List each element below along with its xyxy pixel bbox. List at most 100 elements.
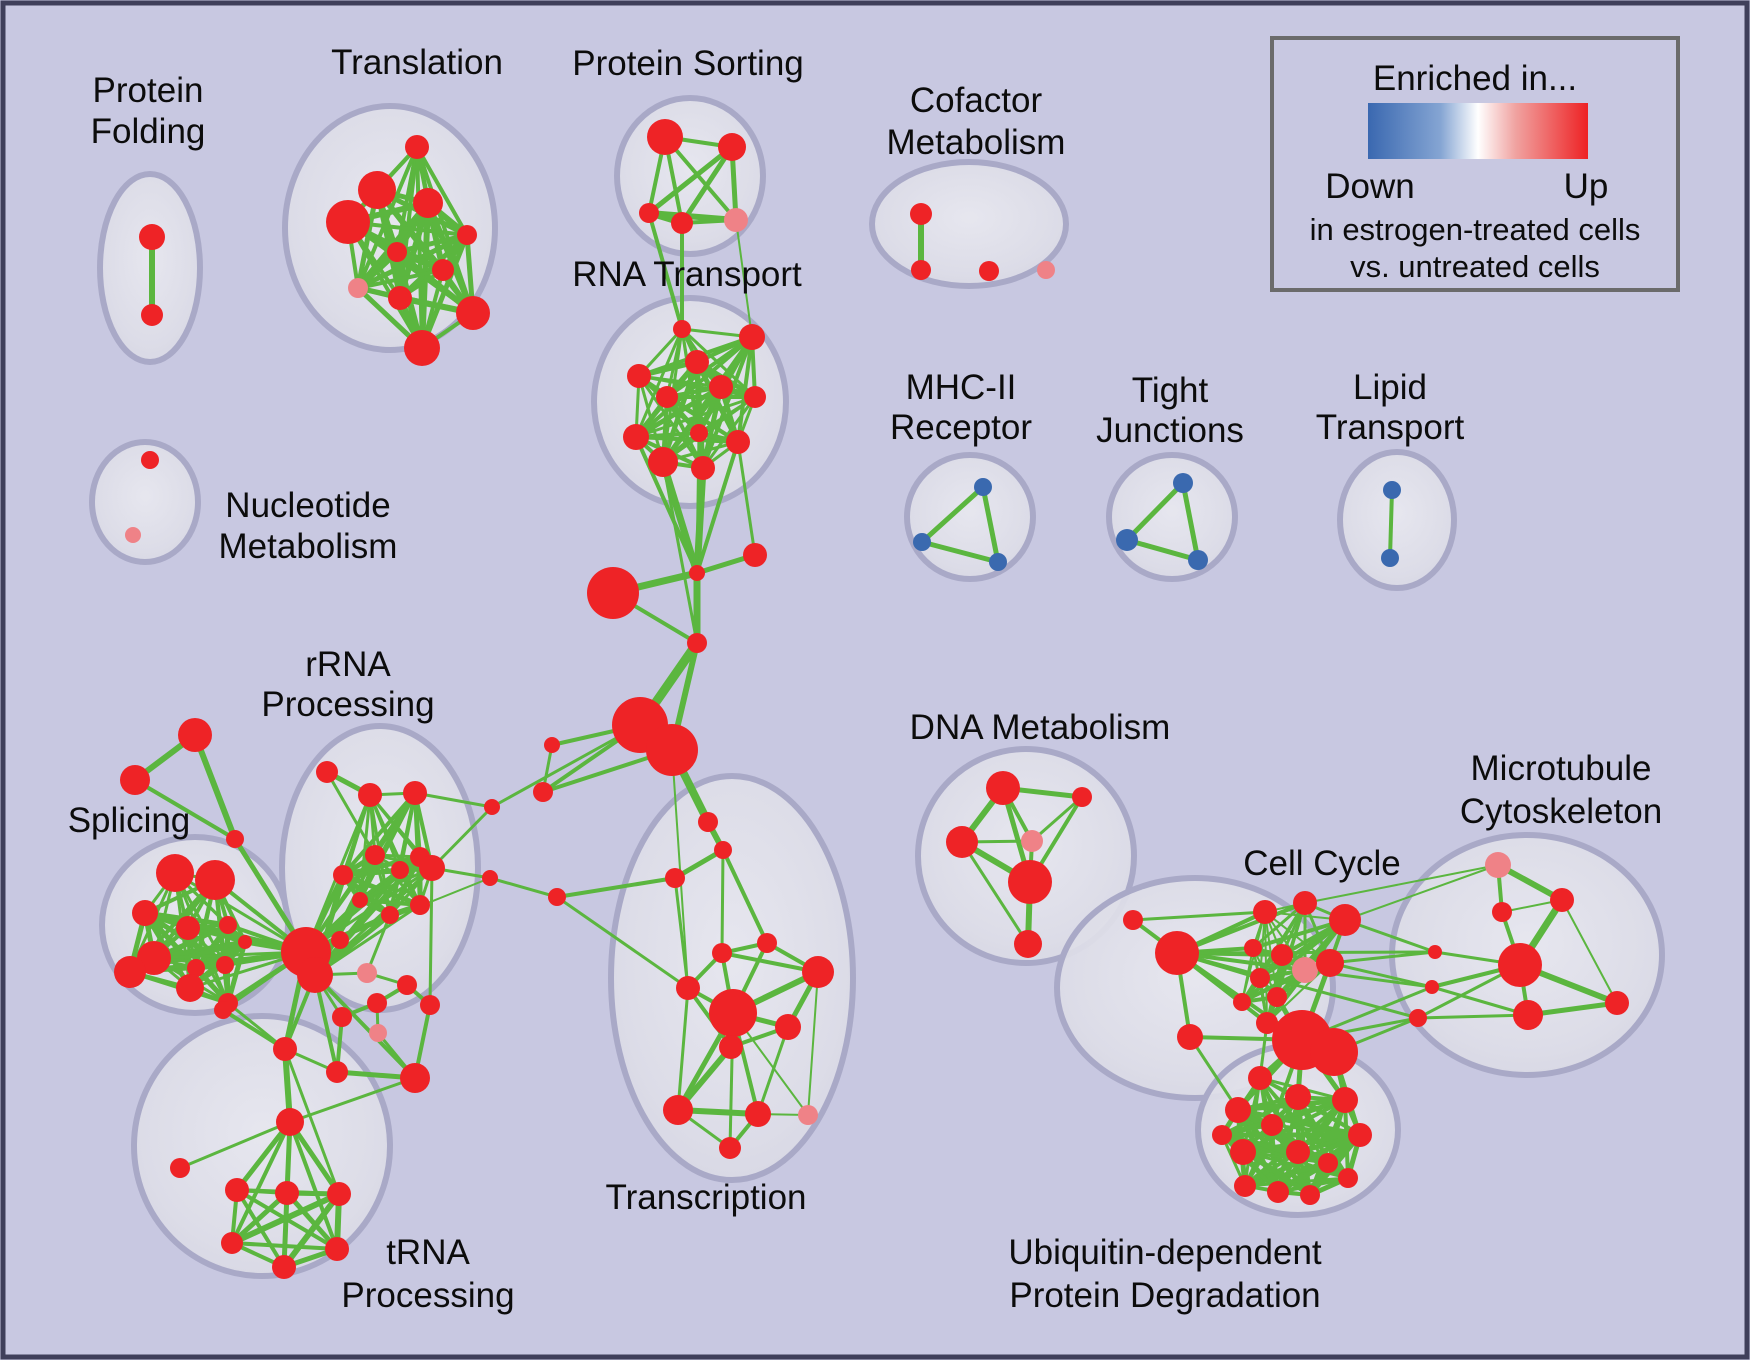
network-node-cc14 xyxy=(1177,1024,1203,1050)
network-node-u2 xyxy=(1285,1084,1311,1110)
network-node-h13 xyxy=(484,799,500,815)
cluster-label-microtubule-cytoskeleton: Microtubule xyxy=(1471,749,1652,788)
network-node-rr12 xyxy=(331,931,349,949)
network-node-tc4 xyxy=(802,956,834,988)
network-node-mt5 xyxy=(1513,1000,1543,1030)
network-node-u5 xyxy=(1332,1087,1358,1113)
network-edge xyxy=(230,1120,292,1245)
legend-box xyxy=(1270,36,1680,292)
network-node-h2 xyxy=(743,543,767,567)
cluster-ellipse-nucleotide-metabolism xyxy=(89,439,201,565)
network-edge xyxy=(1243,1076,1262,1188)
network-edge xyxy=(1304,864,1499,904)
network-node-cc10 xyxy=(1250,968,1270,988)
network-node-h14 xyxy=(482,870,498,886)
network-edge xyxy=(634,435,699,575)
network-edge xyxy=(490,723,642,809)
network-node-h11 xyxy=(665,868,685,888)
network-edge xyxy=(919,539,1001,565)
network-node-l2 xyxy=(1381,549,1399,567)
network-node-sp9 xyxy=(187,959,205,977)
network-edge xyxy=(555,895,690,990)
network-node-t3 xyxy=(413,188,443,218)
cluster-label-protein-folding: Protein xyxy=(93,71,204,110)
network-node-sp2 xyxy=(195,860,235,900)
network-edge xyxy=(287,1119,342,1197)
network-edge xyxy=(178,1120,292,1170)
network-node-tn3 xyxy=(276,1108,304,1136)
network-edge xyxy=(304,866,434,954)
node-layer xyxy=(114,119,1629,1279)
cluster-label-mhc-ii-receptor: Receptor xyxy=(890,408,1032,447)
network-node-tn4 xyxy=(170,1158,190,1178)
network-node-tc5 xyxy=(709,989,757,1037)
network-node-m2 xyxy=(913,533,931,551)
network-node-rr3 xyxy=(403,781,427,805)
cluster-label-microtubule-cytoskeleton: Cytoskeleton xyxy=(1460,792,1662,831)
cluster-label-lipid-transport: Transport xyxy=(1316,408,1465,447)
network-edge xyxy=(1430,985,1530,1017)
cluster-label-rna-transport: RNA Transport xyxy=(572,255,802,294)
cluster-label-dna-metabolism: DNA Metabolism xyxy=(910,708,1171,747)
network-node-g1 xyxy=(178,718,212,752)
network-node-sp6 xyxy=(238,935,252,949)
network-edge xyxy=(1124,480,1186,543)
network-node-sp4 xyxy=(176,916,200,940)
network-node-tn2 xyxy=(273,1037,297,1061)
network-edge xyxy=(284,1190,340,1252)
network-node-rr19 xyxy=(400,1063,430,1093)
network-node-u13 xyxy=(1338,1168,1358,1188)
network-edge xyxy=(1241,1150,1350,1180)
cluster-label-translation: Translation xyxy=(331,43,503,82)
network-edge xyxy=(226,1001,287,1051)
network-edge xyxy=(960,840,1030,946)
network-node-rr4 xyxy=(333,865,353,885)
network-node-u9 xyxy=(1318,1153,1338,1173)
network-node-sp7 xyxy=(137,941,171,975)
cluster-label-transcription: Transcription xyxy=(606,1178,807,1217)
network-node-j2 xyxy=(1116,529,1138,551)
cluster-label-splicing: Splicing xyxy=(68,801,191,840)
cluster-label-ubiquitin-degradation: Protein Degradation xyxy=(1009,1276,1320,1315)
network-node-tc1 xyxy=(712,943,732,963)
network-node-t4 xyxy=(326,200,370,244)
network-node-r10 xyxy=(726,430,750,454)
network-node-u14 xyxy=(1212,1125,1232,1145)
network-edge xyxy=(1243,1176,1350,1188)
network-node-u6 xyxy=(1348,1123,1372,1147)
cluster-ellipse-trna-processing xyxy=(131,1013,393,1279)
network-node-t6 xyxy=(387,242,407,262)
network-edge xyxy=(1388,488,1394,560)
legend-down-label: Down xyxy=(1325,167,1414,206)
network-edge xyxy=(660,384,724,465)
network-edge xyxy=(646,144,735,216)
network-edge xyxy=(1561,899,1618,1004)
network-node-d4 xyxy=(1008,860,1052,904)
cluster-label-protein-sorting: Protein Sorting xyxy=(572,44,804,83)
network-edge xyxy=(358,866,434,902)
network-edge xyxy=(415,145,469,237)
cluster-ellipse-lipid-transport xyxy=(1337,449,1457,591)
network-edge xyxy=(1416,1013,1530,1020)
network-node-mt8 xyxy=(1425,980,1439,994)
network-edge xyxy=(234,1119,293,1193)
network-node-g3 xyxy=(226,830,244,848)
network-node-rr18 xyxy=(369,1024,387,1042)
network-node-rr8 xyxy=(419,855,445,881)
network-node-tn8 xyxy=(221,1232,243,1254)
network-node-cc1 xyxy=(1155,931,1199,975)
network-node-cc4 xyxy=(1293,891,1317,915)
network-node-s3 xyxy=(639,203,659,223)
network-edge xyxy=(701,395,757,470)
network-node-tc8 xyxy=(663,1095,693,1125)
network-node-cc11 xyxy=(1267,987,1287,1007)
network-node-s5 xyxy=(724,208,748,232)
cluster-ellipse-mhc-ii-receptor xyxy=(904,452,1036,582)
network-node-rr14 xyxy=(397,975,417,995)
legend-title: Enriched in... xyxy=(1373,59,1577,98)
network-node-u3 xyxy=(1225,1097,1251,1123)
network-edge xyxy=(1328,950,1437,965)
network-node-mt2 xyxy=(1550,888,1574,912)
network-node-tn9 xyxy=(325,1237,349,1261)
network-edge xyxy=(1030,795,1084,843)
